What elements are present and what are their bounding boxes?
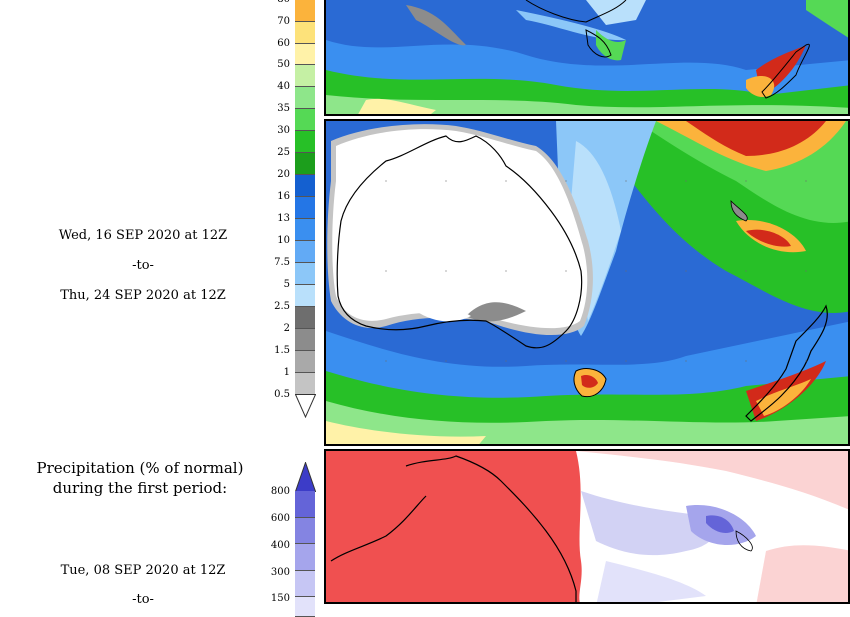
colorbar-tick: 5 [283, 279, 290, 290]
colorbar-segment [295, 175, 315, 197]
percent-colorbar-segment [295, 571, 315, 597]
colorbar-segment [295, 197, 315, 219]
period-end-label: Thu, 24 SEP 2020 at 12Z [60, 288, 226, 303]
colorbar-tick: 10 [277, 235, 290, 246]
colorbar-segment [295, 131, 315, 153]
percent-colorbar-max-arrow [295, 462, 316, 492]
colorbar-tick: 40 [277, 81, 290, 92]
colorbar-segment [295, 219, 315, 241]
colorbar-segment [295, 44, 315, 65]
colorbar-tick: 1 [283, 367, 290, 378]
colorbar-tick: 16 [277, 191, 290, 202]
colorbar-segment [295, 285, 315, 307]
colorbar-segment [295, 329, 315, 351]
percent-normal-title-line1: Precipitation (% of normal) [36, 459, 244, 477]
colorbar-tick: 7.5 [274, 257, 290, 268]
colorbar-tick: 2 [283, 323, 290, 334]
percent-colorbar-segment [295, 491, 315, 518]
precip-map-prev-panel [324, 0, 850, 116]
colorbar-segment [295, 373, 315, 395]
colorbar-tick: 50 [277, 59, 290, 70]
percent-period-start-label: Tue, 08 SEP 2020 at 12Z [60, 563, 226, 578]
percent-colorbar-tick: 150 [270, 593, 290, 604]
colorbar-min-arrow [295, 394, 316, 418]
percent-normal-title-line2: during the first period: [52, 479, 228, 497]
percent-colorbar-segment [295, 518, 315, 544]
colorbar-segment [295, 153, 315, 175]
colorbar-tick: 2.5 [274, 301, 290, 312]
colorbar-segment [295, 65, 315, 87]
percent-colorbar-tick: 300 [270, 567, 290, 578]
precip-map-main [324, 119, 850, 446]
percent-colorbar-tick: 800 [270, 486, 290, 497]
colorbar-segment [295, 109, 315, 131]
colorbar-tick: 13 [277, 213, 290, 224]
colorbar-tick: 25 [277, 147, 290, 158]
colorbar-tick: 70 [277, 16, 290, 27]
colorbar-segment [295, 0, 315, 22]
percent-colorbar [295, 491, 315, 617]
percent-normal-title: Precipitation (% of normal) during the f… [20, 458, 260, 498]
colorbar-tick: 1.5 [274, 345, 290, 356]
percent-normal-map [324, 449, 850, 604]
percent-colorbar-tick: 600 [270, 513, 290, 524]
colorbar-segment [295, 351, 315, 373]
colorbar-segment [295, 307, 315, 329]
precip-colorbar [295, 0, 315, 395]
colorbar-tick: 35 [277, 103, 290, 114]
colorbar-segment [295, 22, 315, 44]
percent-colorbar-segment [295, 544, 315, 571]
percent-colorbar-tick: 400 [270, 540, 290, 551]
colorbar-tick: 20 [277, 169, 290, 180]
period-to-label: -to- [132, 258, 154, 273]
period-start-label: Wed, 16 SEP 2020 at 12Z [58, 228, 228, 243]
colorbar-segment [295, 87, 315, 109]
colorbar-tick: 0.5 [274, 389, 290, 400]
colorbar-tick: 60 [277, 38, 290, 49]
percent-colorbar-segment [295, 597, 315, 617]
colorbar-segment [295, 241, 315, 263]
colorbar-tick: 80 [250, 0, 290, 5]
colorbar-tick: 30 [277, 125, 290, 136]
colorbar-segment [295, 263, 315, 285]
